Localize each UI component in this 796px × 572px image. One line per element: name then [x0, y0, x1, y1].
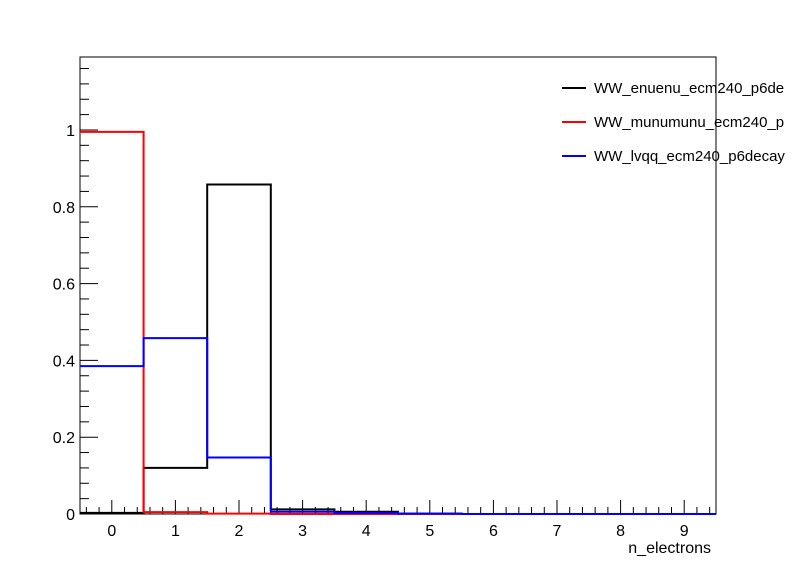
x-axis-ticks	[85, 500, 711, 514]
x-axis-tick-labels: 0 1 2 3 4 5 6 7 8 9	[107, 523, 688, 540]
x-tick-label: 7	[553, 523, 562, 540]
y-tick-label: 0.2	[53, 430, 75, 447]
x-tick-label: 6	[489, 523, 498, 540]
x-tick-label: 8	[616, 523, 625, 540]
x-axis-title: n_electrons	[628, 540, 711, 557]
y-tick-label: 0.4	[53, 353, 75, 370]
series-line-1	[80, 183, 716, 515]
y-tick-label: 0.8	[53, 200, 75, 217]
series-line-2	[80, 130, 716, 515]
legend: WW_enuenu_ecm240_p6de WW_munumunu_ecm240_…	[562, 80, 785, 165]
x-tick-label: 4	[362, 523, 371, 540]
x-tick-label: 2	[235, 523, 244, 540]
x-tick-label: 0	[107, 523, 116, 540]
legend-entry: WW_enuenu_ecm240_p6de	[594, 80, 784, 97]
legend-entry: WW_munumunu_ecm240_p	[594, 114, 784, 131]
legend-entry: WW_lvqq_ecm240_p6decay	[594, 148, 785, 165]
y-axis-tick-labels: 0 0.2 0.4 0.6 0.8 1	[53, 123, 75, 524]
histogram-series	[80, 130, 716, 515]
x-tick-label: 1	[171, 523, 180, 540]
y-tick-label: 0	[66, 507, 75, 524]
y-tick-label: 1	[66, 123, 75, 140]
series-line-3	[80, 337, 716, 515]
x-tick-label: 5	[425, 523, 434, 540]
y-tick-label: 0.6	[53, 277, 75, 294]
y-axis-ticks	[80, 68, 98, 515]
x-tick-label: 9	[680, 523, 689, 540]
x-tick-label: 3	[298, 523, 307, 540]
